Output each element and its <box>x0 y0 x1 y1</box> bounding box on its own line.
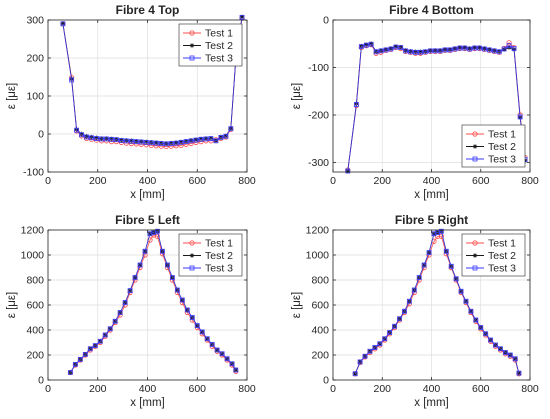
x-tick-label: 600 <box>472 383 490 395</box>
legend-label: Test 2 <box>488 141 516 153</box>
data-point <box>234 368 238 372</box>
legend-label: Test 3 <box>488 154 516 166</box>
y-tick-label: 0 <box>38 129 44 141</box>
legend-label: Test 2 <box>205 40 233 52</box>
legend-label: Test 3 <box>205 263 233 275</box>
y-tick-label: 400 <box>26 325 44 337</box>
y-tick-label: 1000 <box>306 250 330 262</box>
x-axis-label: x [mm] <box>130 189 165 201</box>
chart-title: Fibre 4 Top <box>116 3 180 17</box>
x-tick-label: 0 <box>45 383 51 395</box>
legend-marker <box>473 144 477 148</box>
chart-title: Fibre 5 Left <box>115 213 180 227</box>
legend: Test 1Test 2Test 3 <box>462 234 525 276</box>
x-tick-label: 200 <box>373 383 391 395</box>
y-tick-label: 200 <box>26 53 44 65</box>
y-axis-label: ε [με] <box>291 83 303 109</box>
chart-title: Fibre 5 Right <box>395 213 468 227</box>
x-tick-label: 800 <box>521 383 539 395</box>
x-tick-label: 800 <box>521 175 539 187</box>
y-axis-label: ε [με] <box>291 292 303 318</box>
x-tick-label: 400 <box>139 175 157 187</box>
y-tick-label: -100 <box>23 167 44 179</box>
y-axis-label: ε [με] <box>6 292 18 318</box>
y-tick-label: 800 <box>26 275 44 287</box>
y-tick-label: 0 <box>38 375 44 387</box>
x-tick-label: 600 <box>472 175 490 187</box>
y-tick-label: 300 <box>26 15 44 27</box>
y-tick-label: -100 <box>308 62 329 74</box>
x-tick-label: 0 <box>45 175 51 187</box>
legend-label: Test 1 <box>488 238 516 250</box>
legend: Test 1Test 2Test 3 <box>179 24 242 66</box>
y-tick-label: 0 <box>323 15 329 27</box>
y-tick-label: -300 <box>308 157 329 169</box>
legend-label: Test 3 <box>488 263 516 275</box>
y-tick-label: 600 <box>26 300 44 312</box>
chart-title: Fibre 4 Bottom <box>389 3 474 17</box>
legend-label: Test 2 <box>205 250 233 262</box>
y-tick-label: 1200 <box>306 225 330 237</box>
x-tick-label: 800 <box>238 175 256 187</box>
legend-label: Test 1 <box>205 28 233 40</box>
legend-label: Test 1 <box>488 129 516 141</box>
x-tick-label: 600 <box>188 175 206 187</box>
y-tick-label: 0 <box>323 375 329 387</box>
y-tick-label: -200 <box>308 110 329 122</box>
legend-marker <box>473 253 477 257</box>
y-tick-label: 400 <box>311 325 329 337</box>
y-tick-label: 200 <box>311 350 329 362</box>
x-tick-label: 200 <box>373 175 391 187</box>
data-point <box>68 370 72 374</box>
y-tick-label: 1000 <box>21 250 45 262</box>
x-axis-label: x [mm] <box>414 189 449 201</box>
y-tick-label: 1200 <box>21 225 45 237</box>
x-tick-label: 400 <box>139 383 157 395</box>
y-axis-label: ε [με] <box>6 83 18 109</box>
x-tick-label: 0 <box>330 175 336 187</box>
x-tick-label: 400 <box>423 383 441 395</box>
x-tick-label: 800 <box>238 383 256 395</box>
legend-marker <box>190 253 194 257</box>
x-axis-label: x [mm] <box>130 397 165 409</box>
x-tick-label: 200 <box>89 383 107 395</box>
x-axis-label: x [mm] <box>414 397 449 409</box>
y-tick-label: 200 <box>26 350 44 362</box>
legend-label: Test 1 <box>205 238 233 250</box>
x-tick-label: 0 <box>330 383 336 395</box>
legend-label: Test 2 <box>488 250 516 262</box>
x-tick-label: 600 <box>188 383 206 395</box>
legend-marker <box>190 43 194 47</box>
y-tick-label: 600 <box>311 300 329 312</box>
y-tick-label: 800 <box>311 275 329 287</box>
x-tick-label: 400 <box>423 175 441 187</box>
y-tick-label: 100 <box>26 91 44 103</box>
x-tick-label: 200 <box>89 175 107 187</box>
legend-label: Test 3 <box>205 53 233 65</box>
